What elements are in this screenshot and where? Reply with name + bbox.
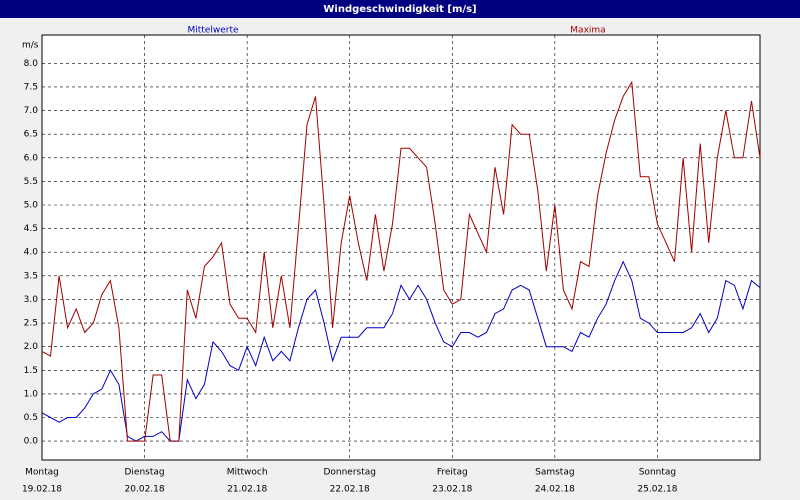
series-line bbox=[41, 260, 761, 442]
legend-label: Mittelwerte bbox=[187, 26, 238, 36]
x-tick-label: Sonntag bbox=[639, 468, 676, 478]
x-tick-label: Samstag bbox=[535, 468, 574, 478]
x-date-label: 22.02.18 bbox=[330, 485, 370, 495]
plot-area bbox=[41, 34, 761, 461]
x-tick-label: Mittwoch bbox=[227, 468, 268, 478]
x-date-label: 21.02.18 bbox=[227, 485, 267, 495]
y-tick-label: 1.5 bbox=[24, 366, 38, 376]
y-tick-label: 5.5 bbox=[24, 177, 38, 187]
y-tick-label: 3.5 bbox=[24, 271, 38, 281]
y-tick-label: 0.5 bbox=[24, 413, 38, 423]
y-tick-label: 5.0 bbox=[24, 201, 39, 211]
y-tick-label: 4.5 bbox=[24, 224, 38, 234]
y-tick-label: 8.0 bbox=[24, 59, 39, 69]
y-tick-label: 3.0 bbox=[24, 295, 39, 305]
x-tick-label: Donnerstag bbox=[323, 468, 376, 478]
y-tick-label: 2.5 bbox=[24, 319, 38, 329]
legend-label: Maxima bbox=[570, 26, 605, 36]
chart-title: Windgeschwindigkeit [m/s] bbox=[323, 4, 476, 15]
title-bar bbox=[0, 0, 800, 18]
y-tick-label: 6.5 bbox=[24, 130, 38, 140]
x-date-label: 20.02.18 bbox=[125, 485, 165, 495]
x-date-label: 23.02.18 bbox=[432, 485, 472, 495]
y-tick-label: 2.0 bbox=[24, 342, 39, 352]
x-date-label: 24.02.18 bbox=[535, 485, 575, 495]
y-tick-label: 1.0 bbox=[24, 389, 39, 399]
x-date-label: 19.02.18 bbox=[22, 485, 62, 495]
x-tick-label: Dienstag bbox=[125, 468, 165, 478]
x-tick-label: Montag bbox=[25, 468, 59, 478]
y-tick-label: 7.0 bbox=[24, 106, 39, 116]
y-tick-label: 4.0 bbox=[24, 248, 39, 258]
x-tick-label: Freitag bbox=[437, 468, 468, 478]
x-date-label: 25.02.18 bbox=[637, 485, 677, 495]
y-tick-label: 7.5 bbox=[24, 82, 38, 92]
series-line bbox=[41, 80, 761, 442]
y-axis-label: m/s bbox=[22, 41, 39, 51]
y-tick-label: 0.0 bbox=[24, 437, 39, 447]
y-tick-label: 6.0 bbox=[24, 153, 39, 163]
